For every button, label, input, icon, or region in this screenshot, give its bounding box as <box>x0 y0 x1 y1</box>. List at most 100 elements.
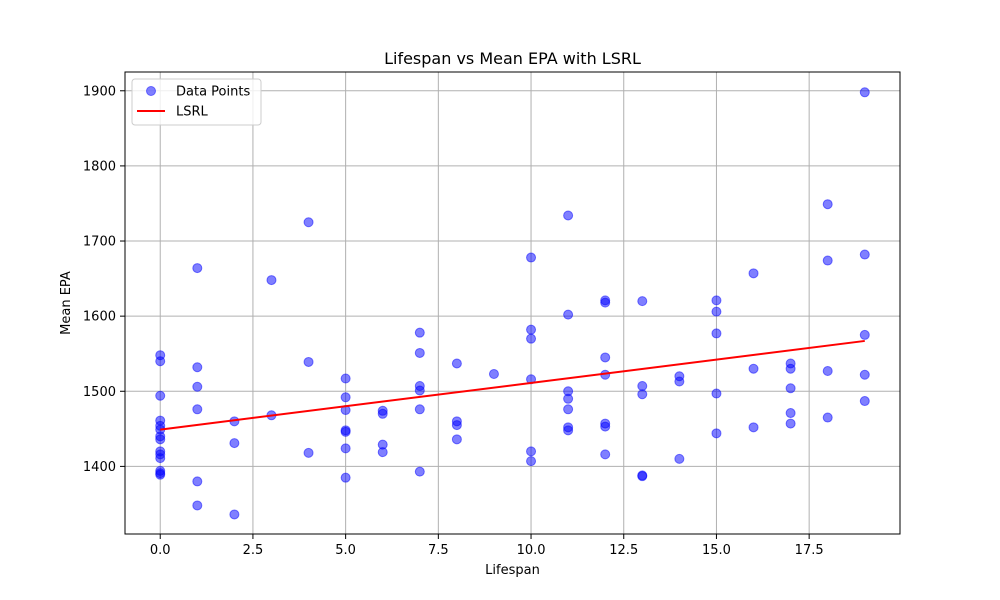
data-point <box>785 408 796 419</box>
data-point <box>155 356 166 367</box>
data-point <box>229 509 240 520</box>
data-point <box>192 476 203 487</box>
data-point <box>377 408 388 419</box>
data-point <box>785 383 796 394</box>
data-point <box>192 381 203 392</box>
data-point <box>600 297 611 308</box>
x-tick-label: 7.5 <box>428 543 449 558</box>
data-point <box>526 252 537 263</box>
data-point <box>859 369 870 380</box>
data-point <box>340 472 351 483</box>
data-point <box>748 422 759 433</box>
data-point <box>563 210 574 221</box>
data-point <box>563 393 574 404</box>
data-point <box>711 295 722 306</box>
data-point <box>155 390 166 401</box>
data-point <box>600 449 611 460</box>
data-point <box>859 87 870 98</box>
data-point <box>526 324 537 335</box>
lsrl-line <box>160 339 865 431</box>
data-point <box>303 447 314 458</box>
data-point <box>785 363 796 374</box>
chart-title: Lifespan vs Mean EPA with LSRL <box>384 49 641 68</box>
data-point <box>266 275 277 286</box>
data-point <box>155 434 166 445</box>
data-point <box>488 368 499 379</box>
data-point <box>526 446 537 457</box>
data-point <box>600 421 611 432</box>
data-point <box>748 268 759 279</box>
data-point <box>822 199 833 210</box>
plot-frame <box>124 71 901 535</box>
data-point <box>340 426 351 437</box>
data-point <box>451 358 462 369</box>
data-point <box>340 443 351 454</box>
legend-marker-data-points <box>146 86 156 96</box>
data-point <box>155 469 166 480</box>
data-point <box>822 365 833 376</box>
data-point <box>674 376 685 387</box>
data-point <box>563 425 574 436</box>
data-point <box>637 296 648 307</box>
y-tick-label: 1700 <box>83 235 116 250</box>
data-point <box>451 420 462 431</box>
legend-label: LSRL <box>176 105 209 120</box>
x-tick-label: 10.0 <box>517 543 546 558</box>
y-axis-title: Mean EPA <box>59 271 74 335</box>
data-point <box>192 500 203 511</box>
data-point <box>637 471 648 482</box>
data-point <box>414 466 425 477</box>
data-point <box>229 438 240 449</box>
data-point <box>822 255 833 266</box>
data-point <box>563 404 574 415</box>
data-point <box>711 388 722 399</box>
data-point <box>859 329 870 340</box>
data-point <box>600 352 611 363</box>
data-point <box>637 381 648 392</box>
data-point <box>192 404 203 415</box>
data-point <box>414 404 425 415</box>
data-point <box>340 392 351 403</box>
data-point <box>414 327 425 338</box>
data-point <box>711 428 722 439</box>
y-tick-label: 1800 <box>83 159 116 174</box>
y-tick-label: 1400 <box>83 460 116 475</box>
x-tick-label: 5.0 <box>335 543 356 558</box>
data-point <box>303 217 314 228</box>
data-point <box>748 363 759 374</box>
data-point <box>563 309 574 320</box>
legend: Data Points LSRL <box>131 78 262 126</box>
legend-box <box>131 78 262 126</box>
data-point <box>711 306 722 317</box>
data-point <box>711 328 722 339</box>
data-point <box>785 418 796 429</box>
data-point <box>340 373 351 384</box>
data-point <box>822 412 833 423</box>
data-point <box>303 356 314 367</box>
x-tick-label: 2.5 <box>243 543 264 558</box>
data-point <box>155 453 166 464</box>
data-point <box>637 389 648 400</box>
x-tick-label: 17.5 <box>795 543 824 558</box>
data-point <box>451 434 462 445</box>
data-point <box>414 347 425 358</box>
data-point <box>859 249 870 260</box>
x-tick-label: 15.0 <box>702 543 731 558</box>
data-point <box>526 456 537 467</box>
grid <box>125 72 900 534</box>
data-point <box>192 362 203 373</box>
legend-label: Data Points <box>176 85 250 100</box>
data-point <box>377 447 388 458</box>
plot-area <box>155 87 870 520</box>
axis-ticks: 0.0 2.5 5.0 7.5 10.0 12.5 15.0 17.5 1400 1500 1600… <box>83 84 824 558</box>
data-point <box>674 453 685 464</box>
data-point <box>414 385 425 396</box>
y-tick-label: 1900 <box>83 84 116 99</box>
x-tick-label: 12.5 <box>609 543 638 558</box>
data-point <box>859 396 870 407</box>
y-tick-label: 1500 <box>83 385 116 400</box>
x-tick-label: 0.0 <box>150 543 171 558</box>
x-axis-title: Lifespan <box>485 563 540 578</box>
data-point <box>192 263 203 274</box>
